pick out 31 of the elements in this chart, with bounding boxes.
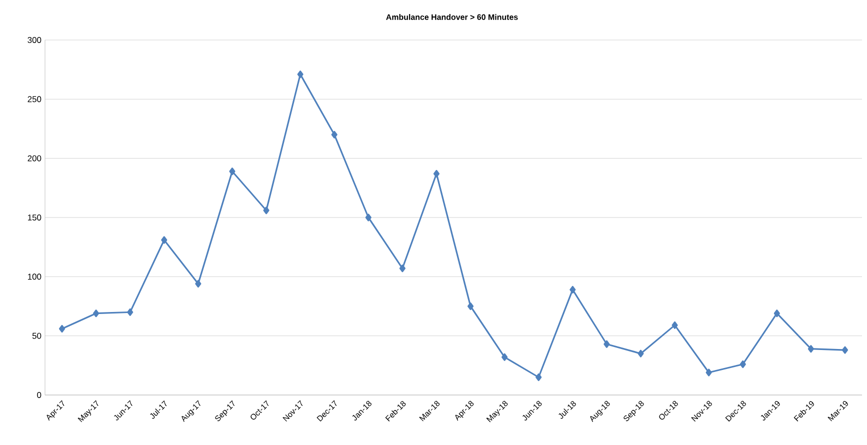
point bbox=[127, 308, 134, 316]
point bbox=[365, 214, 372, 222]
point bbox=[706, 368, 712, 376]
y-tick-label: 250 bbox=[28, 96, 42, 102]
point bbox=[842, 346, 848, 354]
y-tick-label: 200 bbox=[28, 155, 42, 162]
point bbox=[161, 236, 168, 244]
point bbox=[808, 345, 814, 353]
point bbox=[263, 206, 270, 214]
point bbox=[774, 310, 780, 318]
point bbox=[740, 360, 746, 368]
y-tick-label: 150 bbox=[28, 214, 42, 220]
point bbox=[604, 340, 610, 348]
y-tick-label: 0 bbox=[37, 392, 42, 398]
y-tick-label: 100 bbox=[28, 274, 42, 280]
point bbox=[331, 130, 338, 138]
point bbox=[638, 350, 644, 358]
point bbox=[502, 353, 508, 361]
point bbox=[433, 170, 440, 178]
point bbox=[297, 70, 304, 78]
point bbox=[536, 373, 542, 382]
point bbox=[58, 324, 66, 333]
point bbox=[229, 168, 236, 176]
point bbox=[672, 321, 678, 329]
point bbox=[195, 280, 202, 288]
y-tick-label: 300 bbox=[28, 37, 42, 43]
point bbox=[93, 310, 100, 318]
y-tick-label: 50 bbox=[32, 332, 42, 339]
point bbox=[399, 264, 406, 272]
point bbox=[570, 286, 576, 294]
point bbox=[467, 302, 474, 310]
